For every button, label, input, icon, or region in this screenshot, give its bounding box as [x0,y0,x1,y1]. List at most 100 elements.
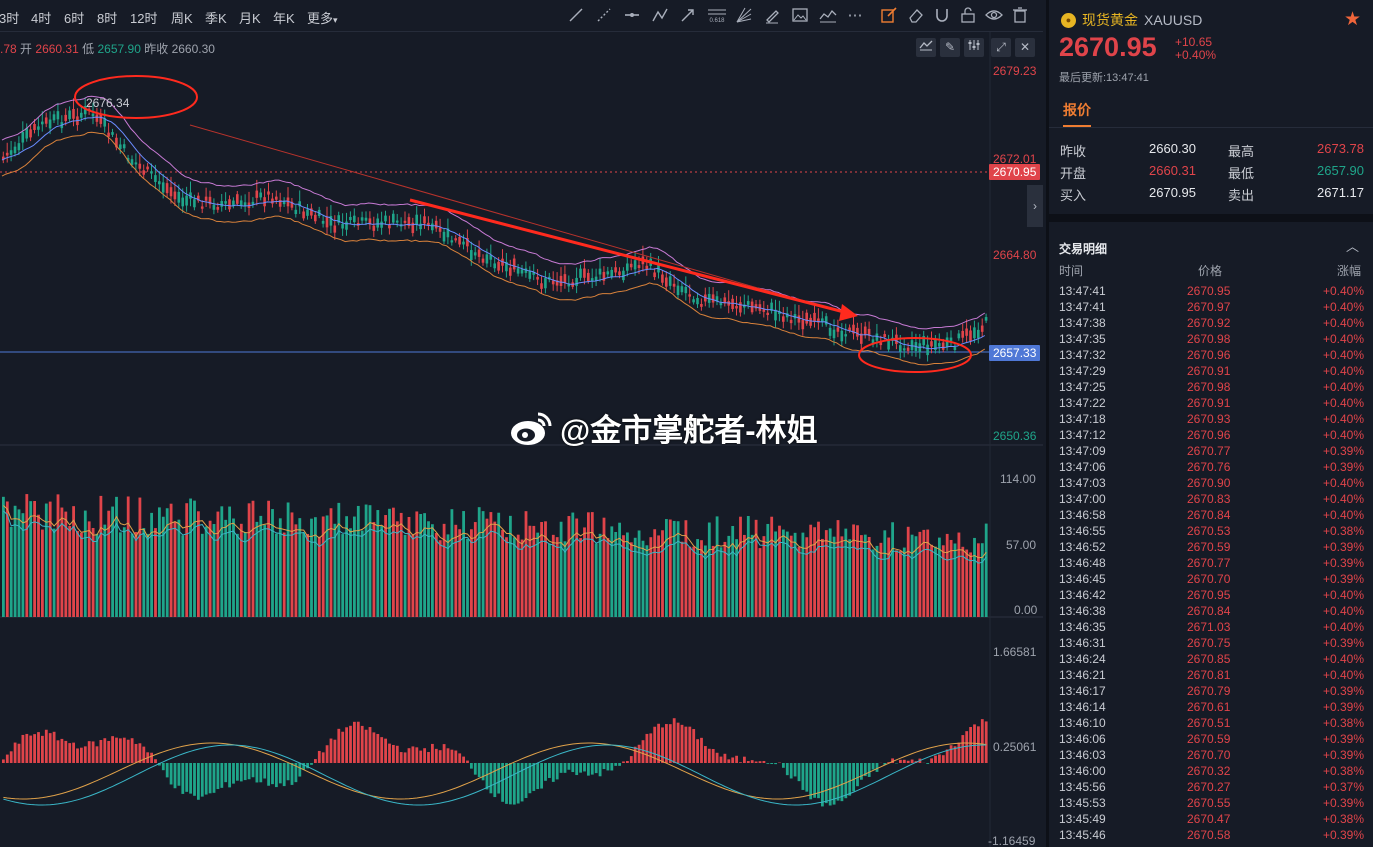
fibonacci-icon[interactable]: 0.618 [706,6,728,26]
candle-body [17,143,21,151]
candle-body [177,191,181,203]
period-quarter[interactable]: 季K [205,11,227,26]
volume-bar [563,541,567,617]
candle-body [544,278,547,289]
trade-change: +0.39% [1322,572,1364,586]
volume-bar [902,547,906,617]
candle-body [618,271,621,276]
period-4h[interactable]: 4时 [31,11,52,26]
candle-body [766,312,769,316]
candle-body [676,285,680,296]
trade-price: 2671.03 [1187,620,1231,634]
volume-bar [973,537,976,617]
fan-icon[interactable] [734,6,754,26]
volume-axis-mid: 57.00 [1006,538,1037,552]
volume-bar [567,516,571,617]
period-week[interactable]: 周K [171,11,193,26]
pattern-icon[interactable] [818,6,838,26]
chevron-up-icon[interactable]: ︿ [1345,239,1359,254]
pane-close-icon[interactable]: ✕ [1015,38,1035,57]
macd-bar [282,763,286,787]
more-icon[interactable]: ⋯ [847,7,863,24]
pane-edit-icon[interactable]: ✎ [940,38,960,57]
candle-body [637,265,641,268]
candle-body [743,304,746,308]
volume-bar [871,549,875,617]
candle-body [883,334,886,338]
trash-icon[interactable] [1010,6,1030,26]
candle-body [813,312,816,322]
candle-body [310,208,313,216]
macd-bar [614,763,618,766]
volume-bar [809,524,813,617]
brush-icon[interactable] [762,6,782,26]
pane-indicator-icon[interactable] [916,38,936,57]
chart-area[interactable]: 3时 4时 6时 8时 12时 周K 季K 月K 年K 更多▾ 0.618 [0,0,1043,847]
candle-body [848,327,851,331]
trades-list[interactable]: 13:47:41 2670.95 +0.40% 13:47:41 2670.97 +0.4… [1049,284,1373,844]
volume-bar [427,521,430,617]
period-3h[interactable]: 3时 [0,11,20,26]
magnet-icon[interactable] [932,6,952,26]
current-price-tag: 2670.95 [989,164,1041,180]
edit-icon[interactable] [879,6,899,26]
trade-price: 2670.47 [1187,812,1231,826]
macd-bar [883,763,887,765]
volume-bar [403,534,407,617]
period-6h[interactable]: 6时 [64,11,85,26]
eraser-icon[interactable] [906,6,926,26]
candle-body [797,315,801,323]
trade-row: 13:46:17 2670.79 +0.39% [1049,684,1373,700]
volume-bar [696,539,699,617]
candle-body [193,199,196,208]
macd-bar [470,763,473,769]
trendline-icon[interactable] [566,6,586,26]
candle-body [103,118,106,127]
arrow-tool-icon[interactable] [678,6,698,26]
macd-bar [197,763,200,800]
volume-bar [224,519,228,617]
candle-body [754,304,758,309]
trade-row: 13:45:53 2670.55 +0.39% [1049,796,1373,812]
image-icon[interactable] [790,6,810,26]
period-year[interactable]: 年K [273,11,295,26]
macd-bar [649,733,653,763]
volume-bar [594,543,598,617]
macd-bar [325,745,329,763]
trade-change: +0.39% [1322,732,1364,746]
volume-bar [454,524,458,617]
pane-expand-icon[interactable]: ⤢ [991,38,1011,57]
pane-settings-icon[interactable] [964,38,984,57]
tab-quote[interactable]: 报价 [1063,100,1091,127]
eye-icon[interactable] [984,6,1004,26]
candle-body [403,220,407,223]
macd-bar [813,763,816,798]
macd-bar [267,763,270,786]
macd-bar [294,763,298,783]
period-8h[interactable]: 8时 [97,11,118,26]
volume-bar [2,496,5,617]
path-icon[interactable] [650,6,670,26]
period-12h[interactable]: 12时 [130,11,158,26]
favorite-star-icon[interactable]: ★ [1343,9,1361,30]
trade-time: 13:46:03 [1059,748,1106,762]
candle-body [384,215,387,222]
candle-body [719,302,723,306]
trade-time: 13:47:35 [1059,332,1106,346]
volume-bar [883,530,887,617]
volume-bar [119,532,122,617]
quote-prev-close-value: 2660.30 [1149,141,1196,156]
candle-body [536,276,539,280]
support-price-tag: 2657.33 [989,345,1041,361]
macd-bar [454,750,458,763]
ray-icon[interactable] [594,6,614,26]
panel-collapse-button[interactable]: › [1027,185,1043,227]
lock-icon[interactable] [958,6,978,26]
period-more[interactable]: 更多▾ [307,8,338,27]
candle-body [290,201,294,208]
horizontal-line-icon[interactable] [622,6,642,26]
candle-body [524,268,528,273]
period-month[interactable]: 月K [239,11,261,26]
candle-body [575,277,578,286]
volume-bar [852,524,855,617]
